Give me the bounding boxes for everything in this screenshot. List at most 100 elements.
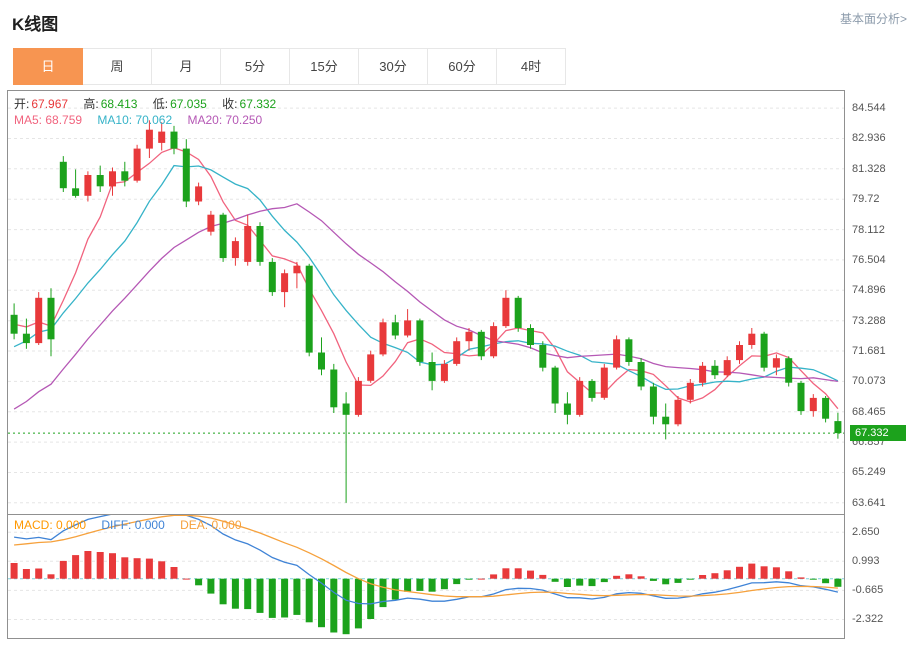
candle-body bbox=[625, 339, 633, 362]
main-plot: 开: 67.967 高: 68.413 低: 67.035 收: 67.332 MA5:… bbox=[8, 91, 844, 515]
macd-bar bbox=[551, 578, 559, 582]
macd-bar bbox=[244, 578, 252, 610]
macd-bar bbox=[133, 558, 141, 579]
macd-bar bbox=[748, 563, 756, 579]
macd-tick: 2.650 bbox=[852, 526, 880, 538]
tab-60min[interactable]: 60分 bbox=[427, 48, 497, 85]
macd-bar bbox=[649, 578, 657, 581]
macd-bar bbox=[96, 552, 104, 579]
tab-15min[interactable]: 15分 bbox=[289, 48, 359, 85]
candle-body bbox=[453, 341, 461, 364]
price-tick: 71.681 bbox=[852, 345, 886, 357]
candle-body bbox=[674, 399, 682, 425]
candle-body bbox=[22, 333, 30, 344]
candle-body bbox=[834, 421, 842, 434]
macd-bar bbox=[674, 578, 682, 583]
price-tick: 68.465 bbox=[852, 406, 886, 418]
macd-bar bbox=[182, 578, 190, 580]
macd-plot: MACD: 0.000 DIFF: 0.000 DEA: 0.000 bbox=[8, 515, 844, 637]
candle-body bbox=[96, 175, 104, 187]
macd-bar bbox=[305, 578, 313, 623]
macd-bar bbox=[736, 566, 743, 579]
price-tick: 65.249 bbox=[852, 466, 886, 478]
candlestick-chart[interactable] bbox=[8, 91, 844, 514]
candle-body bbox=[600, 367, 608, 398]
macd-bar bbox=[367, 578, 375, 619]
macd-bar bbox=[453, 578, 461, 585]
macd-bar bbox=[404, 578, 412, 592]
price-tick: 76.504 bbox=[852, 254, 886, 266]
candle-body bbox=[539, 345, 547, 368]
candle-body bbox=[477, 331, 485, 357]
macd-bar bbox=[809, 578, 817, 580]
candle-body bbox=[293, 265, 301, 274]
macd-bar bbox=[699, 575, 707, 579]
candle-body bbox=[760, 333, 768, 368]
candle-body bbox=[772, 358, 780, 368]
candle-body bbox=[428, 362, 436, 381]
candle-body bbox=[576, 380, 584, 415]
tab-day[interactable]: 日 bbox=[13, 48, 83, 85]
macd-bar bbox=[281, 578, 289, 618]
macd-bar bbox=[330, 578, 338, 633]
macd-bar bbox=[342, 578, 350, 635]
price-tick: 73.288 bbox=[852, 315, 886, 327]
candle-body bbox=[35, 297, 43, 344]
macd-bar bbox=[613, 575, 621, 579]
candle-body bbox=[416, 320, 424, 362]
macd-bar bbox=[84, 551, 92, 579]
candle-body bbox=[182, 148, 190, 202]
candle-body bbox=[809, 397, 817, 412]
macd-bar bbox=[109, 553, 116, 579]
macd-bar bbox=[195, 578, 203, 586]
macd-chart[interactable] bbox=[8, 515, 844, 637]
candle-body bbox=[736, 345, 743, 361]
candle-body bbox=[244, 226, 252, 262]
candle-body bbox=[711, 365, 719, 376]
macd-bar bbox=[625, 574, 633, 579]
macd-bar bbox=[379, 578, 387, 608]
price-tick: 70.073 bbox=[852, 375, 886, 387]
macd-bar bbox=[318, 578, 325, 628]
candle-body bbox=[379, 322, 387, 355]
candle-body bbox=[268, 261, 276, 293]
candle-body bbox=[527, 328, 534, 345]
fundamental-analysis-link[interactable]: 基本面分析> bbox=[839, 12, 907, 26]
candle-body bbox=[785, 358, 793, 383]
candle-body bbox=[231, 241, 239, 259]
candle-body bbox=[84, 175, 92, 196]
candle-body bbox=[686, 382, 694, 400]
macd-bar bbox=[502, 568, 510, 579]
macd-bar bbox=[59, 560, 67, 579]
macd-bar bbox=[539, 574, 547, 579]
ma10-line bbox=[13, 164, 839, 391]
macd-bar bbox=[268, 578, 276, 618]
macd-bar bbox=[785, 571, 793, 579]
candle-body bbox=[158, 131, 166, 143]
candle-body bbox=[613, 339, 621, 368]
candle-body bbox=[662, 416, 670, 425]
candle-body bbox=[748, 333, 756, 345]
tab-month[interactable]: 月 bbox=[151, 48, 221, 85]
candle-body bbox=[195, 186, 203, 202]
candle-body bbox=[330, 369, 338, 408]
tab-week[interactable]: 周 bbox=[82, 48, 152, 85]
candle-body bbox=[502, 297, 510, 327]
macd-bar bbox=[490, 574, 498, 579]
candle-body bbox=[367, 354, 375, 381]
macd-bar bbox=[711, 573, 719, 579]
macd-bar bbox=[293, 578, 301, 615]
ma5-line bbox=[13, 147, 839, 410]
candle-body bbox=[723, 360, 731, 376]
current-price-badge: 67.332 bbox=[850, 425, 906, 441]
macd-tick: 0.993 bbox=[852, 555, 880, 567]
macd-bar bbox=[440, 578, 448, 590]
diff-line bbox=[14, 515, 839, 605]
macd-bar bbox=[428, 578, 436, 592]
tab-5min[interactable]: 5分 bbox=[220, 48, 290, 85]
macd-bar bbox=[22, 569, 30, 579]
macd-bar bbox=[527, 570, 534, 579]
tab-30min[interactable]: 30分 bbox=[358, 48, 428, 85]
tab-4hour[interactable]: 4时 bbox=[496, 48, 566, 85]
candle-body bbox=[305, 265, 313, 353]
